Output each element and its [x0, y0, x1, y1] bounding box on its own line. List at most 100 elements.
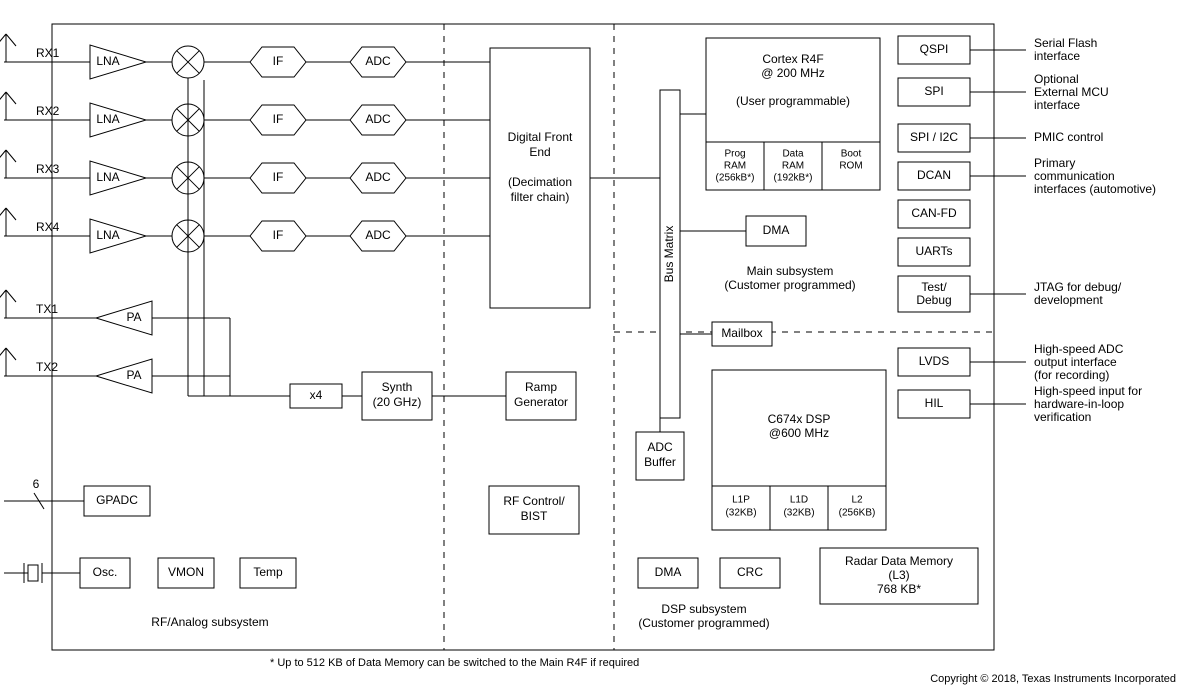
dsp-subsys-label: DSP subsystem	[661, 602, 746, 616]
periph-ext: communication	[1034, 169, 1115, 183]
ramp-label: Generator	[514, 395, 568, 409]
mailbox-label: Mailbox	[721, 326, 762, 340]
r4f-title: Cortex R4F	[762, 52, 823, 66]
periph-label: LVDS	[919, 354, 949, 368]
periph-ext: Optional	[1034, 72, 1079, 86]
wire	[0, 348, 6, 360]
dsp-cell-label: L1D	[790, 495, 808, 506]
r4f-cell-label: RAM	[724, 161, 746, 172]
synth-label: Synth	[382, 380, 413, 394]
lna-label: LNA	[96, 228, 119, 242]
r4f-cell-label: (192kB*)	[774, 173, 813, 184]
crc-label: CRC	[737, 565, 763, 579]
dfe-label: End	[529, 145, 550, 159]
r4f-cell-label: ROM	[839, 161, 862, 172]
adc-buffer-label: Buffer	[644, 455, 676, 469]
rfctl-label: RF Control/	[503, 494, 565, 508]
adc-block: ADC	[365, 170, 391, 184]
if-block: IF	[273, 228, 284, 242]
main-subsys-label: (Customer programmed)	[724, 278, 855, 292]
periph-label: HIL	[925, 396, 944, 410]
vmon-label: VMON	[168, 565, 204, 579]
r4f-title: @ 200 MHz	[761, 66, 825, 80]
dsp-cell-label: (32KB)	[783, 508, 814, 519]
synth-label: (20 GHz)	[373, 395, 422, 409]
main-subsys-label: Main subsystem	[747, 264, 834, 278]
r4f-cell-label: Boot	[841, 149, 862, 160]
adc-block: ADC	[365, 112, 391, 126]
osc-label: Osc.	[93, 565, 118, 579]
rx-label: RX1	[36, 46, 60, 60]
wire	[0, 208, 6, 220]
periph-ext: (for recording)	[1034, 368, 1109, 382]
periph-label: DCAN	[917, 168, 951, 182]
periph-ext: interfaces (automotive)	[1034, 182, 1156, 196]
wire	[6, 92, 16, 104]
periph-ext: interface	[1034, 98, 1080, 112]
xtal	[28, 565, 38, 581]
pa-label: PA	[126, 368, 141, 382]
dsp-title: @600 MHz	[769, 426, 829, 440]
bus-matrix-label: Bus Matrix	[662, 226, 676, 283]
dsp-cell-label: L1P	[732, 495, 750, 506]
rf-subsys-label: RF/Analog subsystem	[151, 615, 268, 629]
lna-label: LNA	[96, 170, 119, 184]
periph-ext: development	[1034, 293, 1103, 307]
wire	[0, 92, 6, 104]
wire	[0, 34, 6, 46]
if-block: IF	[273, 112, 284, 126]
amp	[96, 301, 152, 335]
periph-label: UARTs	[915, 244, 952, 258]
r4f-cell-label: Data	[782, 149, 804, 160]
periph-label: Test/	[921, 280, 947, 294]
dma-main-label: DMA	[763, 223, 790, 237]
periph-label: QSPI	[920, 42, 949, 56]
periph-ext: Serial Flash	[1034, 36, 1097, 50]
dma-dsp-label: DMA	[655, 565, 682, 579]
periph-ext: hardware-in-loop	[1034, 397, 1124, 411]
wire	[6, 348, 16, 360]
wire	[6, 150, 16, 162]
wire	[6, 34, 16, 46]
lna-label: LNA	[96, 112, 119, 126]
periph-ext: PMIC control	[1034, 130, 1103, 144]
r4f-title: (User programmable)	[736, 94, 850, 108]
copyright: Copyright © 2018, Texas Instruments Inco…	[930, 673, 1176, 685]
wire	[6, 208, 16, 220]
r4f-cell-label: (256kB*)	[716, 173, 755, 184]
if-block: IF	[273, 170, 284, 184]
tx-label: TX1	[36, 302, 58, 316]
gpadc-label: GPADC	[96, 493, 138, 507]
r4f-cell-label: RAM	[782, 161, 804, 172]
dsp-cell-label: (32KB)	[725, 508, 756, 519]
dsp-cell-label: L2	[851, 495, 863, 506]
periph-ext: interface	[1034, 49, 1080, 63]
amp	[96, 359, 152, 393]
periph-ext: Primary	[1034, 156, 1075, 170]
dsp-title: C674x DSP	[768, 412, 831, 426]
rx-label: RX4	[36, 220, 60, 234]
footnote: * Up to 512 KB of Data Memory can be swi…	[270, 657, 639, 669]
dfe-label: filter chain)	[511, 190, 570, 204]
adc-block: ADC	[365, 228, 391, 242]
rx-label: RX2	[36, 104, 60, 118]
periph-label: Debug	[916, 293, 951, 307]
temp-label: Temp	[253, 565, 283, 579]
periph-label: SPI / I2C	[910, 130, 958, 144]
tx-label: TX2	[36, 360, 58, 374]
if-block: IF	[273, 54, 284, 68]
r4f-cell-label: Prog	[724, 149, 745, 160]
periph-ext: JTAG for debug/	[1034, 280, 1122, 294]
wire	[0, 150, 6, 162]
dfe-label: Digital Front	[508, 130, 573, 144]
l3-label: 768 KB*	[877, 582, 921, 596]
adc-buffer-label: ADC	[647, 440, 673, 454]
periph-ext: High-speed input for	[1034, 384, 1142, 398]
x4-label: x4	[310, 388, 323, 402]
lna-label: LNA	[96, 54, 119, 68]
periph-label: CAN-FD	[911, 206, 957, 220]
periph-ext: High-speed ADC	[1034, 342, 1124, 356]
l3-label: Radar Data Memory	[845, 554, 953, 568]
dfe-label: (Decimation	[508, 175, 572, 189]
ramp-label: Ramp	[525, 380, 557, 394]
